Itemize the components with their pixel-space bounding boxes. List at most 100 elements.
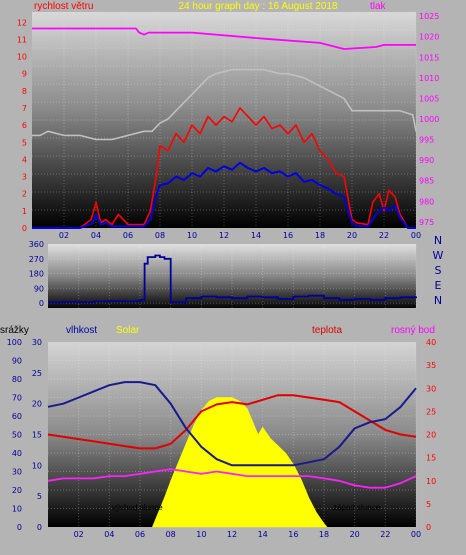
x-tick-label: 12: [227, 530, 237, 539]
x-tick-label: 00: [411, 231, 421, 240]
left-tick-label: 6: [22, 121, 27, 130]
x-tick-label: 18: [319, 530, 329, 539]
x-tick-label: 00: [411, 530, 421, 539]
x-tick-label: 02: [59, 231, 69, 240]
right-tick-label: 985: [419, 177, 434, 186]
compass-label: N: [434, 234, 442, 247]
humidity-tick-label: 30: [32, 338, 42, 347]
right-tick-label: 995: [419, 136, 434, 145]
x-tick-label: 20: [350, 530, 360, 539]
left-tick-label: 12: [17, 18, 27, 27]
x-tick-label: 08: [166, 530, 176, 539]
rain-label: srážky: [0, 325, 29, 336]
humidity-tick-label: 10: [32, 461, 42, 470]
x-tick-label: 06: [123, 231, 133, 240]
temperature-tick-label: 10: [426, 477, 436, 486]
humidity-tick-label: 15: [32, 431, 42, 440]
x-tick-label: 18: [315, 231, 325, 240]
left-tick-label: 0: [22, 224, 27, 233]
temperature-tick-label: 25: [426, 407, 436, 416]
wind-speed-line: [32, 107, 416, 229]
x-tick-label: 14: [251, 231, 261, 240]
left-tick-label: 10: [17, 53, 27, 62]
rain-tick-label: 10: [12, 505, 22, 514]
x-tick-label: 02: [74, 530, 84, 539]
solar-area: [151, 397, 328, 528]
x-tick-label: 04: [91, 231, 101, 240]
x-tick-label: 10: [187, 231, 197, 240]
humidity-tick-label: 5: [37, 492, 42, 501]
right-tick-label: 1000: [419, 115, 439, 124]
wind-average-line: [32, 161, 416, 229]
right-tick-label: 990: [419, 156, 434, 165]
x-tick-label: 10: [196, 530, 206, 539]
direction-tick-label: 270: [29, 255, 44, 264]
sunset-label: západ slunce: [333, 503, 381, 512]
temperature-tick-label: 30: [426, 384, 436, 393]
pressure-line: [32, 27, 416, 50]
x-tick-label: 16: [283, 231, 293, 240]
compass-label: E: [435, 279, 442, 292]
humidity-label: vlhkost: [66, 325, 97, 336]
right-tick-label: 975: [419, 218, 434, 227]
rain-tick-label: 40: [12, 449, 22, 458]
left-tick-label: 3: [22, 173, 27, 182]
compass-label: S: [435, 264, 442, 277]
x-tick-label: 12: [219, 231, 229, 240]
direction-tick-label: 360: [29, 240, 44, 249]
temperature-tick-label: 35: [426, 361, 436, 370]
wind-speed-label: rychlost větru: [34, 1, 93, 12]
wind-pressure-panel: rychlost větru 24 hour graph day : 16 Au…: [17, 1, 440, 240]
rain-tick-label: 60: [12, 412, 22, 421]
direction-tick-label: 0: [39, 299, 44, 308]
x-tick-label: 16: [288, 530, 298, 539]
left-tick-label: 2: [22, 190, 27, 199]
left-tick-label: 8: [22, 87, 27, 96]
pressure-label: tlak: [370, 1, 387, 12]
temperature-tick-label: 20: [426, 431, 436, 440]
right-tick-label: 1025: [419, 12, 439, 21]
temperature-tick-label: 0: [426, 523, 431, 532]
dewpoint-line: [47, 468, 417, 489]
x-tick-label: 04: [104, 530, 114, 539]
temperature-tick-label: 15: [426, 454, 436, 463]
temperature-label: teplota: [312, 325, 342, 336]
temperature-line: [47, 394, 417, 450]
right-tick-label: 1015: [419, 53, 439, 62]
x-tick-label: 14: [258, 530, 268, 539]
right-tick-label: 1010: [419, 74, 439, 83]
left-tick-label: 11: [17, 35, 27, 44]
compass-label: W: [433, 249, 444, 262]
solar-label: Solar: [116, 325, 140, 336]
rain-tick-label: 20: [12, 486, 22, 495]
pressure-gray-line: [32, 68, 417, 141]
x-tick-label: 08: [155, 231, 165, 240]
x-tick-label: 06: [135, 530, 145, 539]
x-tick-label: 20: [347, 231, 357, 240]
rain-tick-label: 70: [12, 394, 22, 403]
right-tick-label: 1005: [419, 94, 439, 103]
rain-tick-label: 0: [17, 523, 22, 532]
rain-tick-label: 50: [12, 431, 22, 440]
rain-tick-label: 30: [12, 468, 22, 477]
temperature-tick-label: 40: [426, 338, 436, 347]
rain-tick-label: 80: [12, 375, 22, 384]
humidity-tick-label: 20: [32, 400, 42, 409]
dewpoint-label: rosný bod: [391, 325, 435, 336]
direction-tick-label: 90: [34, 284, 44, 293]
humidity-tick-label: 25: [32, 369, 42, 378]
rain-tick-label: 100: [7, 338, 22, 347]
wind-direction-line: [48, 254, 417, 304]
rain-tick-label: 90: [12, 357, 22, 366]
x-tick-label: 22: [380, 530, 390, 539]
humidity-tick-label: 0: [37, 523, 42, 532]
right-tick-label: 1020: [419, 33, 439, 42]
graph-title: 24 hour graph day : 16 August 2018: [178, 1, 337, 12]
left-tick-label: 5: [22, 138, 27, 147]
temperature-tick-label: 5: [426, 500, 431, 509]
left-tick-label: 9: [22, 70, 27, 79]
sunrise-label: východ slunce: [112, 503, 163, 512]
humidity-line: [47, 381, 417, 467]
